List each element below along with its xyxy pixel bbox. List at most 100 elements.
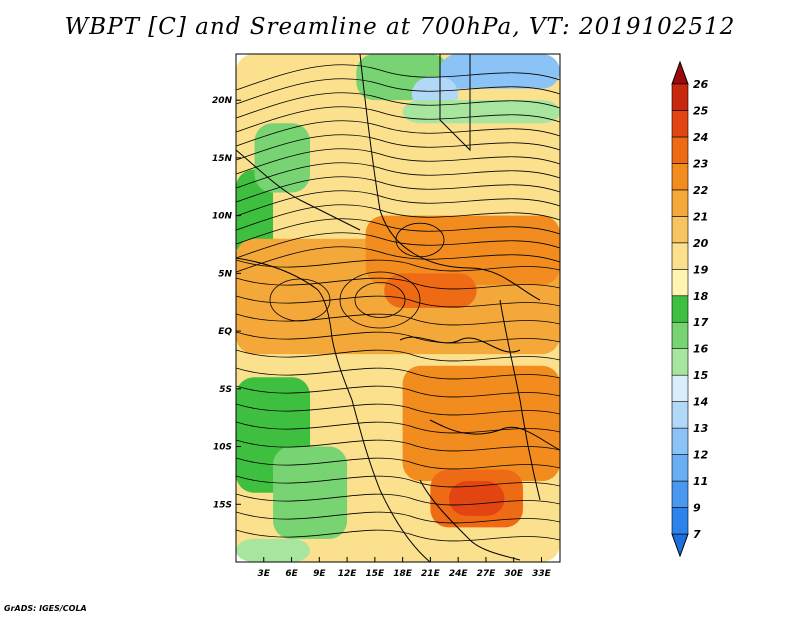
streamline-20 (236, 367, 560, 380)
border-line-0 (236, 257, 431, 562)
streamline-32 (269, 278, 331, 322)
map-title: WBPT [C] and Sreamline at 700hPa, VT: 20… (64, 14, 736, 40)
colorbar-label: 25 (693, 104, 709, 117)
x-tick-label: 21E (421, 569, 441, 579)
colorbar-label: 22 (693, 184, 709, 197)
colorbar-swatch (671, 454, 689, 482)
y-tick-label: 10S (213, 443, 232, 453)
x-tick-label: 33E (532, 569, 552, 579)
border-line-6 (499, 299, 541, 501)
colorbar-label: 23 (693, 157, 709, 170)
field-region-10 (402, 365, 560, 482)
streamline-24 (236, 439, 560, 452)
streamline-15 (236, 277, 560, 290)
field-region-15 (236, 538, 311, 562)
x-tick-label: 27E (477, 569, 497, 579)
colorbar-swatch (671, 216, 689, 244)
colorbar-swatch (671, 242, 689, 270)
streamline-5 (236, 134, 560, 161)
streamline-4 (236, 120, 560, 147)
streamline-0 (236, 64, 560, 91)
field-region-9 (384, 273, 477, 308)
y-axis: 20N 15N 10N 5N EQ 5S 10S 15S (212, 96, 241, 510)
colorbar-label: 17 (693, 316, 709, 329)
field-region-12 (448, 481, 505, 516)
colorbar-swatch (671, 401, 689, 429)
grads-credit: GrADS: IGES/COLA (4, 604, 87, 613)
colorbar-label: 14 (693, 396, 708, 409)
streamline-29 (236, 529, 560, 542)
border-line-7 (236, 149, 361, 231)
colorbar-label: 16 (693, 343, 709, 356)
streamline-19 (236, 349, 560, 362)
streamline-17 (236, 313, 560, 326)
colorbar-label: 24 (693, 131, 708, 144)
y-tick-label: 15N (212, 154, 233, 164)
colorbar-label: 12 (693, 449, 709, 462)
colorbar-swatch (671, 480, 689, 508)
streamline-27 (236, 493, 560, 506)
colorbar-swatch (671, 321, 689, 350)
streamline-10 (236, 204, 560, 231)
colorbar-label: 26 (693, 78, 709, 91)
colorbar-label: 7 (693, 528, 701, 541)
streamline-9 (236, 190, 560, 217)
map-plot-area (236, 54, 560, 562)
streamline-33 (395, 222, 445, 258)
streamline-28 (236, 511, 560, 524)
colorbar-label: 13 (693, 422, 709, 435)
y-tick-label: 15S (213, 500, 232, 510)
border-line-2 (439, 54, 471, 152)
y-tick-label: 20N (212, 96, 233, 106)
colorbar-label: 9 (693, 502, 701, 515)
field-region-2 (254, 123, 311, 193)
field-region-4 (439, 54, 560, 89)
y-tick-label: 10N (212, 212, 233, 222)
colorbar-top-arrow (671, 60, 689, 85)
x-tick-label: 12E (338, 569, 358, 579)
colorbar-swatch (671, 507, 689, 535)
streamline-1 (236, 78, 560, 105)
x-tick-label: 15E (366, 569, 386, 579)
x-tick-label: 18E (393, 569, 413, 579)
colorbar-swatch (671, 295, 689, 323)
streamline-31 (354, 282, 406, 318)
streamline-26 (236, 475, 560, 488)
colorbar-label: 20 (693, 237, 709, 250)
field-region-14 (273, 446, 348, 539)
colorbar-label: 11 (693, 475, 708, 488)
colorbar-label: 15 (693, 369, 709, 382)
streamline-6 (236, 148, 560, 175)
colorbar-label: 21 (693, 210, 708, 223)
streamline-22 (236, 403, 560, 416)
streamline-8 (236, 176, 560, 203)
streamlines (236, 64, 560, 542)
field-region-8 (365, 215, 560, 285)
streamline-30 (339, 271, 421, 329)
colorbar-swatch (671, 163, 689, 191)
streamline-16 (236, 295, 560, 308)
colorbar-swatch (671, 427, 689, 455)
x-tick-label: 24E (449, 569, 469, 579)
colorbar-label: 18 (693, 290, 709, 303)
y-tick-label: EQ (218, 327, 232, 337)
streamline-12 (236, 232, 560, 259)
streamline-25 (236, 457, 560, 470)
wbpt-shaded-field (236, 54, 560, 562)
colorbar-swatch (671, 136, 689, 164)
field-region-6 (402, 100, 560, 124)
border-line-3 (399, 336, 521, 353)
x-axis: 3E 6E 9E 12E 15E 18E 21E 24E 27E 30E 33E (258, 557, 552, 579)
streamline-21 (236, 385, 560, 398)
x-tick-label: 9E (313, 569, 326, 579)
streamline-7 (236, 162, 560, 189)
colorbar-swatch (671, 110, 689, 138)
x-tick-label: 3E (258, 569, 271, 579)
x-tick-label: 30E (504, 569, 524, 579)
streamline-13 (236, 246, 560, 273)
y-tick-label: 5N (218, 269, 232, 279)
colorbar: 7 9 11 12 13 14 15 16 17 18 19 20 21 22 23 24 25 26 (671, 60, 709, 558)
streamline-2 (236, 92, 560, 119)
x-tick-label: 6E (285, 569, 298, 579)
